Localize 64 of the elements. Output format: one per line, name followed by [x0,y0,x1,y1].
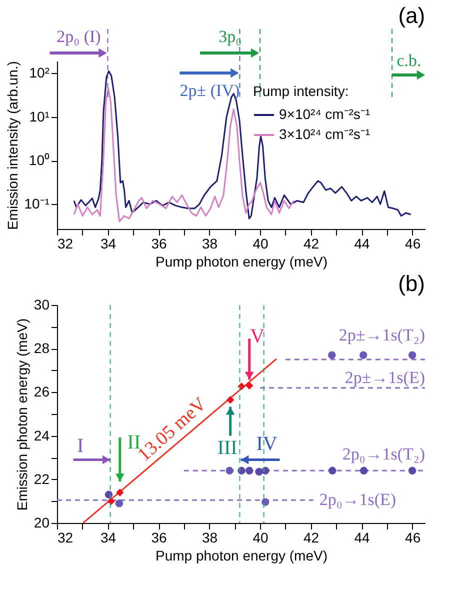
x-tick-label: 34 [100,530,116,546]
point [261,498,270,506]
x-tick-label: 40 [252,236,269,252]
point [116,488,124,496]
point [226,466,234,475]
x-axis-title: Pump photon energy (meV) [156,254,328,270]
x-tick-label: 36 [151,236,168,252]
legend-label: 3×10²⁴ cm⁻²s⁻¹ [279,126,370,142]
y-tick-label: 26 [34,384,50,400]
x-tick-label: 42 [304,530,320,546]
x-tick-label: 34 [100,236,116,252]
y-tick-label: 10² [29,64,50,81]
x-tick-label: 42 [304,236,320,252]
y-tick-label: 10¹ [29,108,50,124]
series-label: 2p±→1s(E) [344,368,425,387]
x-tick-label: 40 [252,530,269,546]
series-label: 2p±→1s(T₂) [338,326,425,344]
point [408,466,416,475]
y-axis-title: Emission intensity (arb.un.) [4,61,20,230]
y-tick-label: 22 [34,470,50,487]
line-series [73,70,412,220]
point [359,351,368,360]
chart-title: (a) [398,3,426,28]
y-axis-title: Emission photon energy (meV) [14,318,30,511]
series-label: 2p₀→1s(E) [319,490,396,510]
x-tick-label: 32 [58,236,74,252]
point [246,466,254,475]
point [408,351,416,360]
point [246,382,254,390]
point [255,468,263,476]
point [107,497,115,506]
x-tick-label: 36 [151,530,168,546]
point [115,500,124,508]
series-label: 2p₀→1s(T₂) [342,444,425,464]
point [238,382,246,390]
x-tick-label: 46 [405,236,421,252]
y-tick-label: 24 [34,427,50,444]
y-tick-label: 30 [34,296,50,312]
annotation: III [217,436,238,459]
y-tick-label: 28 [34,340,50,356]
ref-line-label: 2p± (IV) [180,81,240,100]
ref-line-label: c.b. [396,51,422,70]
x-tick-label: 46 [405,530,421,546]
legend-title: Pump intensity: [253,83,349,99]
x-tick-label: 38 [202,530,218,546]
annotation: I [76,434,84,457]
point [226,396,234,404]
legend-label: 9×10²⁴ cm⁻²s⁻¹ [279,106,370,122]
annotation: IV [256,432,278,455]
ref-line-label: 3p₀ [218,27,242,46]
y-tick-label: 10⁻¹ [24,196,50,212]
x-tick-label: 32 [58,530,74,546]
x-axis-title: Pump photon energy (meV) [156,548,328,564]
y-tick-label: 10⁰ [28,152,50,168]
point [328,466,336,475]
point [328,351,336,360]
point [360,466,368,475]
chart-title: (b) [398,271,425,296]
annotation: V [250,326,266,348]
ref-line-label: 2p₀ (I) [56,27,101,46]
x-tick-label: 44 [354,236,370,252]
y-tick-label: 20 [34,514,50,530]
x-tick-label: 44 [354,530,370,546]
x-tick-label: 38 [202,236,218,252]
